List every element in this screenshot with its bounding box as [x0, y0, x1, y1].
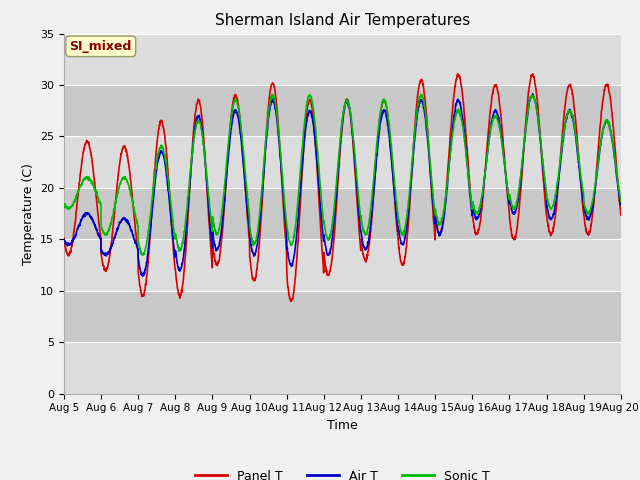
- Air T: [584, 216, 591, 222]
- Line: Panel T: Panel T: [64, 74, 621, 301]
- Panel T: [371, 176, 379, 182]
- Y-axis label: Temperature (C): Temperature (C): [22, 163, 35, 264]
- Air T: [359, 239, 367, 245]
- Sonic T: [269, 92, 276, 97]
- Air T: [529, 91, 536, 96]
- Air T: [568, 115, 576, 120]
- Sonic T: [617, 198, 625, 204]
- Sonic T: [505, 192, 513, 198]
- Sonic T: [568, 112, 576, 118]
- Panel T: [359, 249, 367, 255]
- Sonic T: [584, 210, 591, 216]
- Legend: Panel T, Air T, Sonic T: Panel T, Air T, Sonic T: [191, 465, 494, 480]
- Air T: [216, 240, 223, 246]
- Air T: [504, 194, 512, 200]
- Title: Sherman Island Air Temperatures: Sherman Island Air Temperatures: [215, 13, 470, 28]
- Panel T: [617, 212, 625, 218]
- Text: SI_mixed: SI_mixed: [70, 40, 132, 53]
- Sonic T: [371, 160, 379, 166]
- Air T: [617, 202, 625, 207]
- Bar: [64, 240, 621, 291]
- Bar: [64, 85, 621, 136]
- Bar: [64, 291, 621, 342]
- Panel T: [60, 235, 68, 241]
- Panel T: [287, 299, 295, 304]
- Sonic T: [359, 226, 367, 232]
- X-axis label: Time: Time: [327, 419, 358, 432]
- Panel T: [584, 231, 591, 237]
- Panel T: [568, 87, 576, 93]
- Line: Sonic T: Sonic T: [64, 95, 621, 255]
- Sonic T: [139, 252, 147, 258]
- Panel T: [454, 71, 461, 77]
- Panel T: [216, 257, 223, 263]
- Bar: [64, 342, 621, 394]
- Air T: [371, 176, 379, 181]
- Bar: [64, 188, 621, 240]
- Air T: [139, 274, 147, 279]
- Bar: [64, 34, 621, 85]
- Panel T: [505, 203, 513, 209]
- Air T: [60, 237, 68, 242]
- Sonic T: [60, 202, 68, 207]
- Bar: [64, 136, 621, 188]
- Line: Air T: Air T: [64, 94, 621, 276]
- Sonic T: [216, 226, 223, 232]
